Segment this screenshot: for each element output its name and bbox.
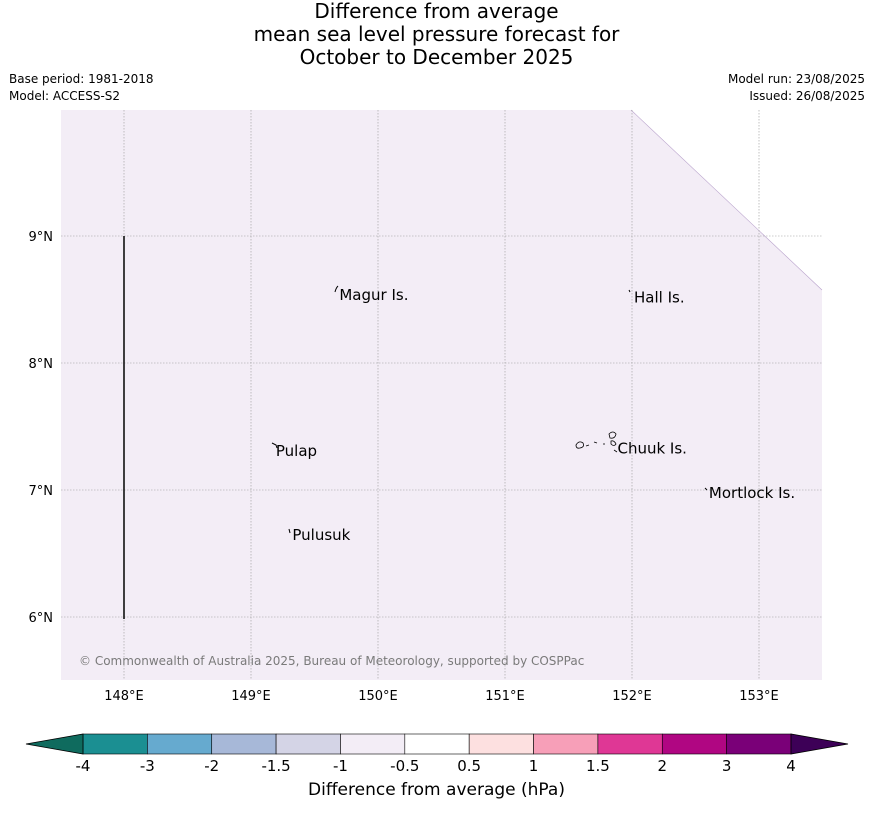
title-line-3: October to December 2025 [299,45,574,69]
colorbar-tick-label: 3 [722,757,732,775]
forecast-map: 148°E 149°E 150°E 151°E 152°E 153°E 9°N 8°N 7°N… [25,109,849,775]
colorbar-swatch [404,733,470,755]
colorbar-swatch [597,733,663,755]
colorbar-swatch [275,733,341,755]
title-line-2: mean sea level pressure forecast for [253,22,620,46]
colorbar-tick-label: 1.5 [586,757,610,775]
metadata-left: Base period: 1981-2018 Model: ACCESS-S2 [9,71,154,105]
colorbar-tick-label: -1.5 [261,757,290,775]
latitude-tick-label: 8°N [29,357,54,372]
colorbar-tick-label: -3 [140,757,155,775]
longitude-tick-labels: 148°E 149°E 150°E 151°E 152°E 153°E [104,689,779,704]
place-label: Magur Is. [339,286,408,304]
model-run-text: Model run: 23/08/2025 [727,72,865,86]
mortlock-outline [704,487,708,491]
colorbar-swatch [211,733,277,755]
colorbar-swatch [468,733,534,755]
longitude-tick-label: 149°E [231,689,271,704]
copyright-notice: © Commonwealth of Australia 2025, Bureau… [79,654,584,668]
longitude-tick-label: 153°E [739,689,779,704]
title-line-1: Difference from average [314,0,559,23]
colorbar-tick-label: 2 [657,757,667,775]
place-label: Pulap [276,442,317,460]
colorbar-tick-label: 1 [529,757,539,775]
colorbar-tick-label: -0.5 [390,757,419,775]
colorbar-high-extend [790,733,849,755]
colorbar-swatch [726,733,792,755]
colorbar-tick-label: 4 [786,757,796,775]
map-title: Difference from average mean sea level p… [0,0,873,69]
longitude-tick-label: 150°E [358,689,398,704]
colorbar-low-extend [25,733,84,755]
colorbar-swatch [661,733,727,755]
place-label: Pulusuk [292,526,350,544]
metadata-right: Model run: 23/08/2025 Issued: 26/08/2025 [728,71,865,105]
magur-island-outline [334,285,339,293]
chuuk-lagoon-outline [575,431,618,453]
domain-edge-line [630,109,823,291]
pulap-outline [271,442,278,449]
place-label: Hall Is. [634,288,685,306]
colorbar-swatch [533,733,599,755]
colorbar-tick-label: -1 [333,757,348,775]
longitude-tick-label: 152°E [612,689,652,704]
colorbar-tick-labels: -4 -3 -2 -1.5 -1 -0.5 0.5 1 1.5 2 3 4 [76,757,796,775]
place-label: Chuuk Is. [617,440,686,458]
colorbar-swatch [82,733,148,755]
colorbar-swatches [82,733,792,755]
latitude-tick-label: 7°N [29,484,54,499]
base-period-text: Base period: 1981-2018 [9,72,154,86]
place-label: Mortlock Is. [709,484,795,502]
island-outlines [271,285,708,534]
colorbar-swatch [147,733,213,755]
issued-text: Issued: 26/08/2025 [749,89,865,103]
latitude-tick-labels: 9°N 8°N 7°N 6°N [29,230,54,626]
model-text: Model: ACCESS-S2 [9,89,121,103]
latitude-tick-label: 9°N [29,230,54,245]
map-domain-fill [61,110,822,680]
colorbar-tick-label: -4 [76,757,91,775]
longitude-tick-label: 148°E [104,689,144,704]
colorbar-tick-label: 0.5 [457,757,481,775]
latitude-tick-label: 6°N [29,611,54,626]
colorbar-swatch [340,733,406,755]
hall-island-outline [628,289,631,293]
colorbar-tick-label: -2 [204,757,219,775]
place-labels: Magur Is. Hall Is. Pulap Chuuk Is. Mortlock … [276,286,795,544]
colorbar: -4 -3 -2 -1.5 -1 -0.5 0.5 1 1.5 2 3 4 [25,733,849,775]
longitude-tick-label: 151°E [485,689,525,704]
pulusuk-outline [288,528,291,534]
colorbar-label: Difference from average (hPa) [308,780,565,800]
